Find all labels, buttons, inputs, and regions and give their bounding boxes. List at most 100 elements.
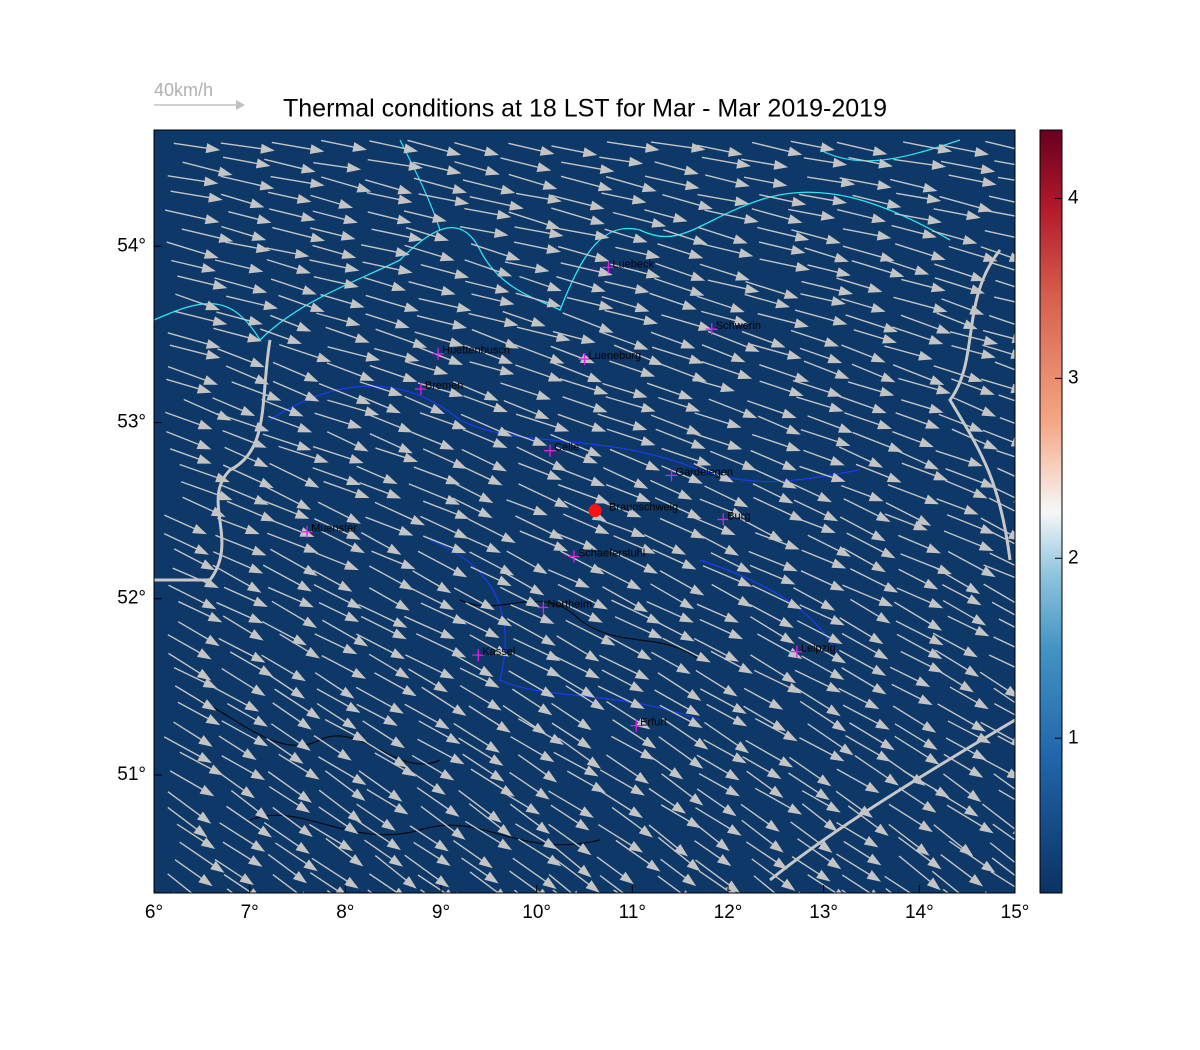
wind-arrow-head — [880, 738, 895, 751]
wind-arrow-head — [1010, 349, 1015, 359]
wind-arrow-head — [1077, 738, 1092, 750]
wind-arrow-head — [497, 823, 512, 837]
wind-arrow-head — [967, 457, 983, 467]
city-label: Northeim — [547, 598, 592, 610]
colorbar-tick-label: 3 — [1068, 367, 1079, 388]
wind-arrow-head — [724, 544, 740, 556]
wind-arrow-head — [353, 440, 369, 452]
wind-arrow-head — [257, 825, 272, 838]
wind-arrow-head — [396, 214, 412, 225]
wind-arrow-head — [836, 546, 851, 557]
city-label: Celle — [554, 442, 579, 454]
wind-arrow-head — [542, 180, 558, 190]
city-marker — [544, 444, 557, 457]
wind-arrow — [982, 803, 1015, 830]
wind-arrow-head — [551, 460, 567, 472]
wind-arrow-head — [577, 864, 592, 878]
wind-arrow-head — [783, 289, 799, 299]
wind-arrow-head — [680, 338, 696, 349]
wind-arrow-head — [505, 251, 521, 261]
city-label: Muenster — [311, 523, 357, 535]
wind-arrow-head — [972, 488, 988, 499]
wind-arrow-head — [217, 490, 233, 501]
wind-arrow-head — [579, 353, 595, 364]
wind-arrow-head — [725, 785, 740, 797]
wind-arrow-head — [1010, 383, 1015, 394]
wind-arrow-head — [883, 322, 899, 333]
wind-arrow-head — [1067, 800, 1081, 812]
wind-arrow-head — [547, 194, 562, 204]
wind-arrow-head — [817, 491, 833, 503]
wind-arrow-head — [535, 821, 551, 835]
wind-arrow-head — [497, 888, 504, 893]
wind-arrow-head — [344, 262, 360, 273]
wind-arrow-head — [395, 599, 410, 611]
city-label: Schwerin — [716, 320, 761, 332]
wind-arrow-head — [730, 352, 746, 363]
wind-arrow-head — [303, 908, 317, 920]
wind-arrow-head — [818, 840, 833, 853]
wind-arrow-head — [203, 375, 219, 385]
wind-arrow — [984, 230, 1015, 239]
wind-arrow-head — [873, 648, 889, 660]
wind-arrow-head — [826, 681, 841, 693]
wind-arrow-head — [884, 773, 899, 786]
wind-arrow-head — [1021, 511, 1036, 522]
wind-arrow-head — [347, 810, 362, 823]
wind-arrow-head — [827, 633, 843, 645]
wind-arrow-head — [828, 402, 844, 413]
wind-arrow-head — [446, 165, 462, 176]
wind-arrow-head — [744, 283, 760, 294]
wind-arrow-head — [1006, 768, 1015, 779]
wind-arrow-head — [836, 267, 851, 278]
wind-arrow-head — [485, 165, 500, 176]
wind-arrow-head — [390, 736, 405, 749]
wind-arrow-head — [1078, 525, 1093, 535]
wind-arrow-head — [1017, 789, 1031, 801]
wind-arrow-head — [1069, 664, 1084, 675]
wind-arrow-head — [971, 720, 986, 732]
wind-arrow-head — [304, 391, 320, 402]
wind-arrow — [982, 429, 1015, 444]
wind-arrow-head — [683, 890, 688, 893]
wind-arrow-head — [255, 243, 271, 253]
wind-arrow-head — [577, 736, 592, 749]
wind-arrow-head — [879, 386, 895, 397]
wind-arrow-head — [1070, 407, 1085, 417]
wind-arrow-head — [313, 453, 329, 463]
wind-arrow-head — [1068, 789, 1082, 801]
wind-arrow-head — [585, 667, 600, 679]
wind-arrow-head — [390, 648, 406, 660]
wind-arrow-head — [959, 843, 974, 857]
wind-arrow-head — [839, 743, 854, 756]
wind-arrow-head — [345, 316, 361, 327]
wind-arrow-head — [555, 332, 571, 342]
wind-arrow-head — [445, 804, 460, 817]
city-label: Bremen — [425, 380, 464, 392]
wind-arrow-head — [251, 231, 267, 241]
wind-arrow-head — [349, 854, 364, 867]
wind-arrow-head — [296, 321, 312, 332]
wind-arrow-head — [529, 584, 545, 596]
wind-arrow-head — [582, 540, 598, 550]
wind-arrow-head — [787, 803, 803, 815]
wind-arrow-head — [971, 614, 987, 626]
wind-arrow — [998, 789, 1015, 801]
wind-arrow-head — [489, 769, 505, 782]
wind-arrow-head — [964, 665, 980, 677]
wind-arrow-head — [968, 766, 984, 778]
wind-arrow-head — [392, 628, 407, 640]
wind-arrow-head — [250, 768, 266, 781]
wind-arrow-head — [981, 860, 996, 873]
wind-arrow-head — [386, 488, 402, 499]
wind-arrow — [982, 329, 1015, 340]
wind-arrow-head — [726, 824, 742, 836]
wind-arrow-head — [781, 671, 797, 684]
wind-arrow-head — [554, 422, 570, 432]
wind-arrow-head — [641, 736, 657, 749]
wind-arrow-head — [408, 232, 424, 243]
wind-arrow-head — [248, 263, 264, 274]
city-label: Kassel — [482, 646, 515, 658]
wind-arrow-head — [645, 908, 659, 920]
wind-arrow-head — [782, 730, 798, 742]
